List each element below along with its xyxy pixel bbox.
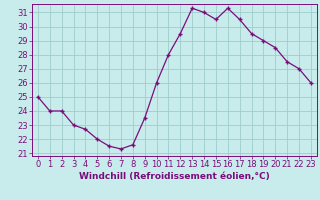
X-axis label: Windchill (Refroidissement éolien,°C): Windchill (Refroidissement éolien,°C)	[79, 172, 270, 181]
